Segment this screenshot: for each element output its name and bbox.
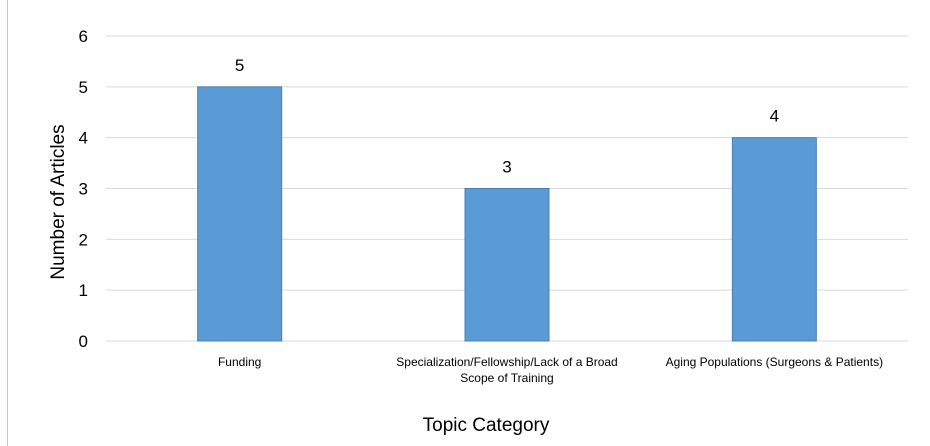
y-tick-label: 5 [79, 78, 88, 97]
y-tick-label: 0 [79, 332, 88, 351]
y-tick-label: 4 [79, 129, 88, 148]
category-label-2: Specialization/Fellowship/Lack of a Broa… [396, 355, 617, 369]
data-label-3: 4 [770, 107, 779, 126]
y-axis-title: Number of Articles [48, 124, 69, 279]
bar-1 [197, 86, 283, 342]
bar-2 [464, 188, 550, 342]
y-tick-labels: 0 1 2 3 4 5 6 [79, 27, 88, 351]
data-labels: 5 3 4 [235, 56, 779, 177]
category-labels: Funding Specialization/Fellowship/Lack of… [218, 355, 883, 385]
y-tick-label: 1 [79, 281, 88, 300]
bars [197, 86, 817, 342]
data-label-2: 3 [502, 158, 511, 177]
y-tick-label: 6 [79, 27, 88, 46]
chart-left-border [7, 0, 8, 446]
x-axis-title: Topic Category [423, 415, 550, 436]
data-label-1: 5 [235, 56, 244, 75]
category-label-2: Scope of Training [460, 371, 553, 385]
category-label-1: Funding [218, 355, 261, 369]
bar-3 [731, 137, 817, 342]
y-tick-label: 3 [79, 180, 88, 199]
y-tick-label: 2 [79, 230, 88, 249]
category-label-3: Aging Populations (Surgeons & Patients) [666, 355, 883, 369]
